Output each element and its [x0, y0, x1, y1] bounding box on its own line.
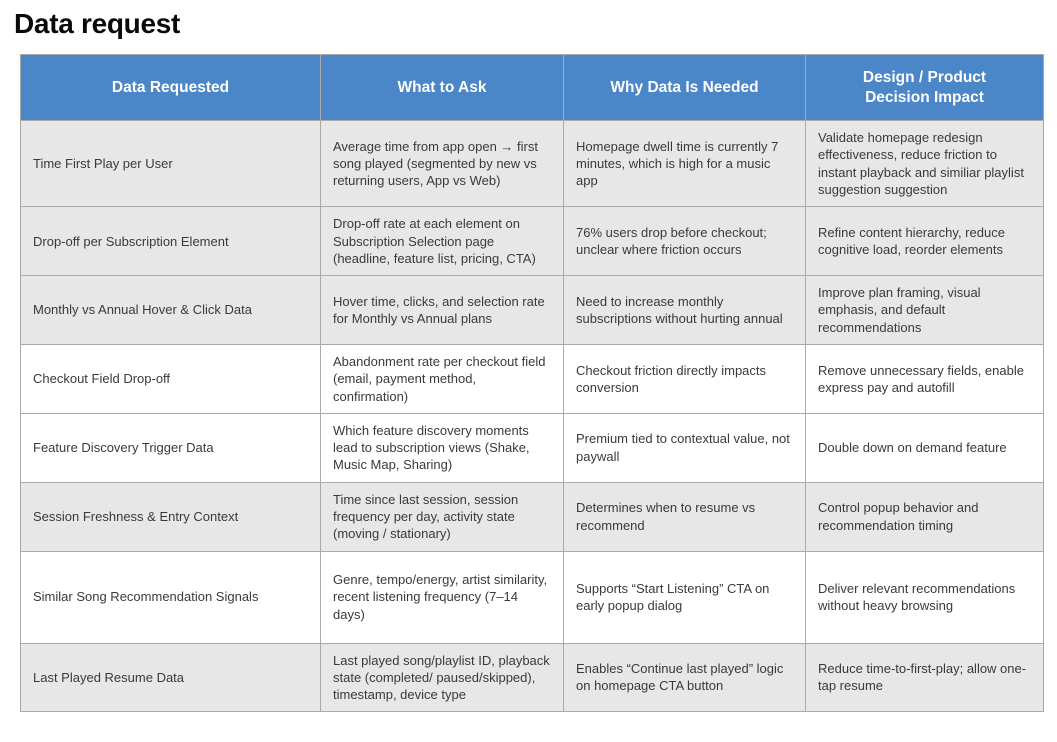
cell-impact: Improve plan framing, visual emphasis, a…	[805, 275, 1044, 345]
cell-what-to-ask: Average time from app open → first song …	[320, 120, 564, 208]
cell-data-requested: Time First Play per User	[20, 120, 321, 208]
table-row: Session Freshness & Entry Context Time s…	[20, 481, 1044, 552]
cell-what-to-ask: Drop-off rate at each element on Subscri…	[320, 206, 564, 277]
cell-data-requested: Similar Song Recommendation Signals	[20, 550, 321, 644]
cell-what-to-ask: Time since last session, session frequen…	[320, 481, 564, 552]
table-row: Monthly vs Annual Hover & Click Data Hov…	[20, 275, 1044, 345]
cell-why-needed: Determines when to resume vs recommend	[563, 481, 806, 552]
cell-why-needed: Need to increase monthly subscriptions w…	[563, 275, 806, 345]
cell-impact: Validate homepage redesign effectiveness…	[805, 120, 1044, 208]
table-row: Time First Play per User Average time fr…	[20, 120, 1044, 208]
cell-what-to-ask: Genre, tempo/energy, artist similarity, …	[320, 550, 564, 644]
cell-impact: Reduce time-to-first-play; allow one-tap…	[805, 642, 1044, 713]
cell-why-needed: Supports “Start Listening” CTA on early …	[563, 550, 806, 644]
table-row: Similar Song Recommendation Signals Genr…	[20, 550, 1044, 644]
cell-what-to-ask: Hover time, clicks, and selection rate f…	[320, 275, 564, 345]
column-header-decision-impact: Design / Product Decision Impact	[805, 54, 1044, 122]
cell-why-needed: Enables “Continue last played” logic on …	[563, 642, 806, 713]
data-request-table: Data Requested What to Ask Why Data Is N…	[20, 54, 1044, 713]
cell-what-to-ask: Last played song/playlist ID, playback s…	[320, 642, 564, 713]
column-header-why-data-is-needed: Why Data Is Needed	[563, 54, 806, 122]
table-row: Feature Discovery Trigger Data Which fea…	[20, 412, 1044, 483]
table-row: Drop-off per Subscription Element Drop-o…	[20, 206, 1044, 277]
cell-why-needed: Checkout friction directly impacts conve…	[563, 344, 806, 414]
cell-data-requested: Feature Discovery Trigger Data	[20, 412, 321, 483]
header-row: Data Requested What to Ask Why Data Is N…	[20, 54, 1044, 122]
cell-why-needed: Premium tied to contextual value, not pa…	[563, 412, 806, 483]
page-title: Data request	[14, 8, 181, 39]
cell-data-requested: Monthly vs Annual Hover & Click Data	[20, 275, 321, 345]
cell-impact: Remove unnecessary fields, enable expres…	[805, 344, 1044, 414]
cell-data-requested: Last Played Resume Data	[20, 642, 321, 713]
cell-data-requested: Drop-off per Subscription Element	[20, 206, 321, 277]
cell-what-to-ask: Abandonment rate per checkout field (ema…	[320, 344, 564, 414]
cell-what-to-ask: Which feature discovery moments lead to …	[320, 412, 564, 483]
cell-impact: Refine content hierarchy, reduce cogniti…	[805, 206, 1044, 277]
column-header-data-requested: Data Requested	[20, 54, 321, 122]
column-header-what-to-ask: What to Ask	[320, 54, 564, 122]
table-row: Last Played Resume Data Last played song…	[20, 642, 1044, 713]
cell-data-requested: Checkout Field Drop-off	[20, 344, 321, 414]
table-row: Checkout Field Drop-off Abandonment rate…	[20, 344, 1044, 414]
table-header: Data Requested What to Ask Why Data Is N…	[20, 54, 1044, 122]
cell-why-needed: Homepage dwell time is currently 7 minut…	[563, 120, 806, 208]
table-body: Time First Play per User Average time fr…	[20, 120, 1044, 713]
cell-why-needed: 76% users drop before checkout; unclear …	[563, 206, 806, 277]
cell-impact: Deliver relevant recommendations without…	[805, 550, 1044, 644]
cell-impact: Double down on demand feature	[805, 412, 1044, 483]
cell-data-requested: Session Freshness & Entry Context	[20, 481, 321, 552]
cell-impact: Control popup behavior and recommendatio…	[805, 481, 1044, 552]
